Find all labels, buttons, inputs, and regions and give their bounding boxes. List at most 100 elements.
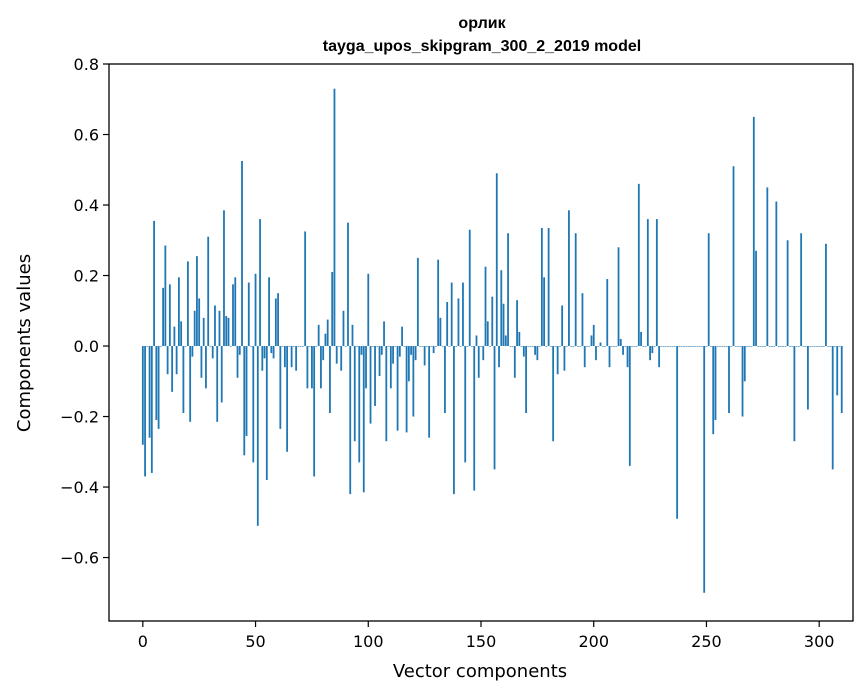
bar-119 xyxy=(410,346,413,355)
bar-261 xyxy=(730,346,733,347)
bar-133 xyxy=(441,346,444,347)
bar-38 xyxy=(227,317,230,347)
bar-4 xyxy=(150,346,153,473)
bar-73 xyxy=(306,346,309,389)
bar-157 xyxy=(495,173,498,347)
bar-275 xyxy=(761,346,764,347)
bar-221 xyxy=(640,331,642,347)
bar-192 xyxy=(574,233,577,347)
bar-131 xyxy=(437,259,440,347)
bar-215 xyxy=(626,346,629,368)
x-tick-label: 50 xyxy=(245,632,265,651)
bar-302 xyxy=(822,346,825,347)
bar-198 xyxy=(588,346,591,347)
bar-76 xyxy=(313,346,316,477)
bar-290 xyxy=(795,346,798,347)
bar-95 xyxy=(356,346,358,347)
bar-150 xyxy=(480,346,482,347)
bar-142 xyxy=(462,282,464,347)
bar-299 xyxy=(816,346,818,347)
bar-41 xyxy=(234,277,237,347)
bar-123 xyxy=(419,346,422,347)
bar-193 xyxy=(577,346,579,347)
bar-59 xyxy=(274,298,277,347)
bar-140 xyxy=(457,298,460,347)
bar-118 xyxy=(407,346,410,382)
bar-268 xyxy=(746,346,748,347)
x-axis-ticks: 0 50 100 150 200 250 300 xyxy=(138,621,834,651)
bar-139 xyxy=(455,346,458,347)
bar-108 xyxy=(385,346,388,442)
bar-174 xyxy=(534,346,537,355)
bar-11 xyxy=(166,346,169,375)
y-tick-label: −0.6 xyxy=(60,549,99,568)
bar-82 xyxy=(326,319,329,347)
bar-117 xyxy=(405,346,408,433)
bar-167 xyxy=(518,331,521,347)
bar-270 xyxy=(750,346,753,347)
bar-218 xyxy=(633,346,636,347)
bar-243 xyxy=(689,346,692,347)
bar-24 xyxy=(196,256,198,347)
bar-293 xyxy=(802,346,805,347)
bar-222 xyxy=(642,346,645,347)
bar-181 xyxy=(549,346,552,347)
bar-227 xyxy=(653,346,656,347)
bar-306 xyxy=(831,346,834,470)
bar-166 xyxy=(516,300,518,347)
bar-88 xyxy=(340,346,343,371)
bar-195 xyxy=(581,293,584,347)
bar-282 xyxy=(777,346,780,347)
bar-158 xyxy=(498,346,500,368)
bar-264 xyxy=(737,346,739,347)
bar-220 xyxy=(637,183,640,347)
bar-31 xyxy=(211,346,214,359)
bar-145 xyxy=(468,229,471,347)
bar-187 xyxy=(563,346,566,371)
bar-156 xyxy=(493,346,496,470)
bar-34 xyxy=(218,310,221,347)
bar-110 xyxy=(389,346,392,389)
y-tick-label: −0.4 xyxy=(60,478,99,497)
bar-265 xyxy=(739,346,742,347)
x-tick-label: 250 xyxy=(691,632,722,651)
bar-17 xyxy=(180,321,183,347)
bar-188 xyxy=(565,346,568,347)
bar-105 xyxy=(378,346,381,376)
bar-98 xyxy=(362,346,365,493)
bar-163 xyxy=(509,346,512,347)
bar-283 xyxy=(779,346,782,347)
bar-13 xyxy=(171,346,174,392)
bar-273 xyxy=(757,346,760,347)
bar-225 xyxy=(649,346,651,361)
bar-310 xyxy=(840,346,843,414)
bar-28 xyxy=(205,346,207,389)
bar-130 xyxy=(435,346,437,347)
bar-177 xyxy=(540,227,543,347)
bar-231 xyxy=(662,346,665,347)
bar-183 xyxy=(554,346,557,347)
bar-250 xyxy=(705,346,708,347)
bar-101 xyxy=(369,346,372,424)
bar-2 xyxy=(146,346,149,347)
bar-286 xyxy=(786,240,789,347)
bar-260 xyxy=(728,346,730,414)
bar-217 xyxy=(631,346,633,347)
bar-288 xyxy=(791,346,794,347)
bar-147 xyxy=(473,346,476,491)
bar-115 xyxy=(401,326,403,347)
bar-65 xyxy=(288,346,291,347)
bar-97 xyxy=(360,346,363,355)
bar-121 xyxy=(414,346,417,361)
bar-254 xyxy=(714,346,717,421)
x-axis-label: Vector components xyxy=(393,661,567,682)
bar-248 xyxy=(701,346,703,347)
bar-205 xyxy=(604,346,606,347)
bar-212 xyxy=(619,338,622,347)
bar-107 xyxy=(383,321,385,347)
bar-280 xyxy=(773,346,775,347)
bar-137 xyxy=(450,282,453,347)
bar-238 xyxy=(678,346,681,347)
bar-99 xyxy=(365,346,367,389)
bar-281 xyxy=(775,201,778,347)
